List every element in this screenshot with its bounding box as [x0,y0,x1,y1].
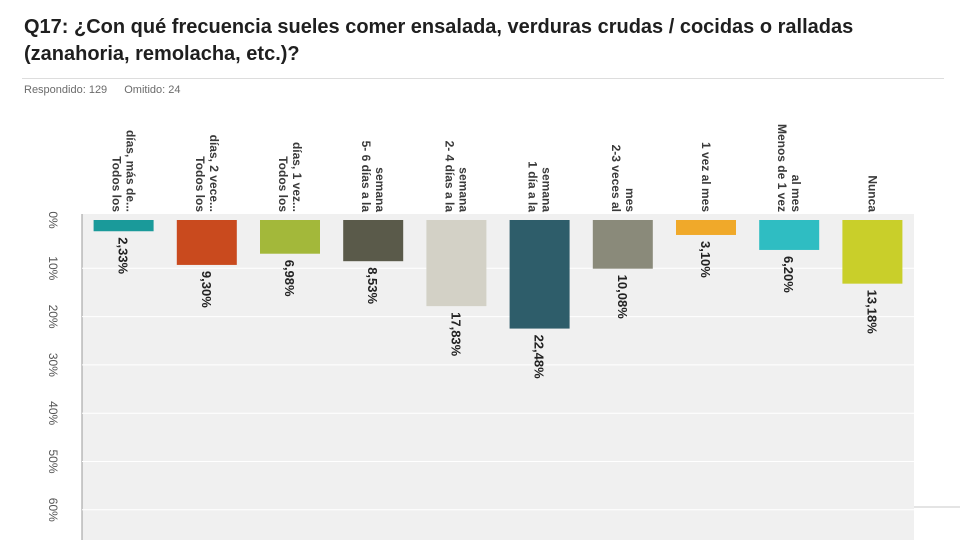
data-label: 13,18% [864,290,879,335]
category-label: 2-3 veces almes [609,145,637,213]
y-tick-label: 40% [46,401,60,425]
category-label: Todos losdías, 1 vez... [276,142,304,212]
response-meta: Respondido: 129 Omitido: 24 [24,84,195,96]
category-label-line: Nunca [865,175,879,212]
bar [509,220,570,329]
category-label-line: Todos los [110,156,124,212]
category-label-line: 1 vez al mes [699,142,713,212]
category-label-line: semana [540,167,554,212]
category-label-line: mes [623,188,637,212]
category-label-line: 1 día a la [526,161,540,212]
data-label: 22,48% [532,335,547,380]
category-label-line: 2-3 veces al [609,145,623,212]
category-label: Nunca [865,175,879,212]
data-label: 8,53% [365,267,380,304]
category-label-line: Menos de 1 vez [775,124,789,212]
category-label-line: Todos los [276,156,290,212]
category-label-line: días, 1 vez... [290,142,304,212]
category-label-line: al mes [789,175,803,213]
category-label: Todos losdías, 2 vece... [193,135,221,213]
category-label: Todos losdías, más de... [110,130,138,212]
data-label: 9,30% [199,271,214,308]
category-label-line: días, 2 vece... [207,135,221,212]
bar [676,220,736,235]
bar [176,220,237,265]
data-label: 17,83% [448,312,463,357]
title-divider [22,78,944,79]
data-label: 2,33% [116,237,131,274]
bar [842,220,903,284]
category-label: 1 vez al mes [699,142,713,212]
category-label-line: Todos los [193,156,207,212]
category-label-line: semana [373,167,387,212]
category-label: 1 día a lasemana [526,161,554,212]
bar [93,220,154,232]
skipped-count: Omitido: 24 [124,84,181,96]
data-label: 6,98% [282,260,297,297]
answered-count: Respondido: 129 [24,84,108,96]
category-label-line: 2- 4 días a la [442,141,456,213]
bar [592,220,653,269]
category-label-line: 5- 6 días a la [359,141,373,213]
category-label-line: semana [456,167,470,212]
y-tick-label: 10% [46,256,60,280]
bar [426,220,487,307]
y-tick-label: 50% [46,449,60,473]
category-label: 5- 6 días a lasemana [359,141,387,213]
data-label: 10,08% [615,275,630,320]
bar [759,220,820,250]
bar [260,220,320,254]
bar [343,220,404,262]
category-label: 2- 4 días a lasemana [442,141,470,213]
y-tick-label: 60% [46,498,60,522]
y-tick-label: 0% [46,211,60,229]
data-label: 6,20% [781,256,796,293]
data-label: 3,10% [698,241,713,278]
category-label: Menos de 1 vezal mes [775,124,803,212]
category-label-line: días, más de... [124,130,138,212]
y-tick-label: 30% [46,353,60,377]
y-tick-label: 20% [46,305,60,329]
chart-title: Q17: ¿Con qué frecuencia sueles comer en… [24,16,854,65]
